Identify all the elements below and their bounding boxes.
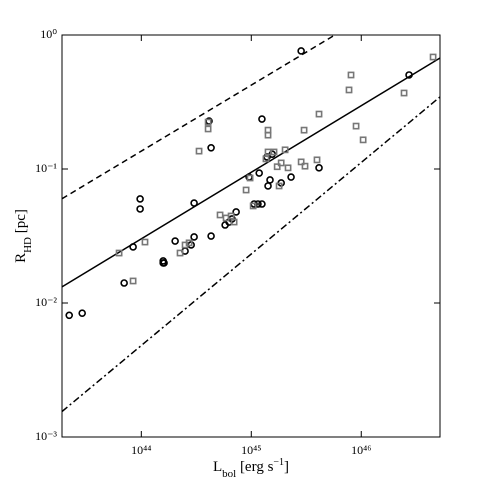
circle-point	[207, 232, 215, 240]
plot-frame	[61, 34, 441, 438]
square-point	[313, 156, 321, 164]
square-point	[176, 249, 184, 257]
y-axis-label: RHD [pc]	[13, 209, 33, 263]
circle-point	[65, 311, 74, 320]
circle-point	[405, 71, 413, 79]
x-tick-label: 10⁴⁶	[351, 443, 371, 457]
square-point	[347, 71, 355, 79]
circle-point	[264, 182, 272, 190]
circle-point	[232, 208, 240, 216]
axis-label-part: R	[13, 253, 29, 263]
circle-point	[315, 164, 323, 172]
reference-line	[62, 57, 440, 288]
square-point	[115, 249, 123, 257]
circle-point	[136, 195, 144, 203]
axis-label-part: ]	[284, 459, 289, 475]
square-point	[227, 212, 235, 220]
square-point	[429, 53, 437, 61]
square-point	[249, 202, 257, 210]
circle-point	[258, 200, 266, 208]
axis-label-part: −1	[273, 457, 284, 468]
square-point	[297, 158, 305, 166]
y-tick-label: 10⁻²	[35, 295, 57, 309]
square-point	[301, 162, 309, 170]
reference-line	[62, 35, 336, 200]
reference-line	[62, 96, 440, 413]
circle-point	[258, 115, 266, 123]
square-point	[300, 126, 308, 134]
square-point	[345, 86, 353, 94]
circle-point	[78, 309, 86, 317]
square-point	[185, 239, 193, 247]
y-tick-label: 10⁻¹	[35, 161, 57, 175]
square-point	[242, 186, 250, 194]
square-point	[359, 136, 367, 144]
circle-point	[190, 233, 198, 241]
square-point	[230, 218, 238, 226]
square-point	[281, 146, 289, 154]
axis-label-part: HD	[22, 237, 34, 253]
square-point	[195, 147, 203, 155]
x-axis-label: Lbol [erg s−1]	[213, 457, 289, 480]
square-point	[264, 126, 272, 134]
square-point	[141, 238, 149, 246]
square-point	[216, 211, 224, 219]
axis-label-part: [pc]	[13, 209, 29, 237]
circle-point	[120, 279, 128, 287]
square-point	[284, 164, 292, 172]
circle-point	[287, 173, 295, 181]
x-tick-label: 10⁴⁵	[241, 443, 261, 457]
square-point	[270, 148, 278, 156]
square-point	[277, 159, 285, 167]
axis-label-part: bol	[222, 468, 236, 480]
circle-point	[190, 199, 198, 207]
y-tick-label: 10⁰	[40, 27, 57, 41]
square-point	[352, 122, 360, 130]
square-point	[262, 155, 270, 163]
square-point	[204, 125, 212, 133]
circle-point	[266, 176, 274, 184]
circle-point	[129, 243, 137, 251]
axis-label-part: [erg s	[236, 459, 273, 475]
square-point	[204, 118, 212, 126]
square-point	[264, 148, 272, 156]
circle-point	[297, 47, 305, 55]
square-point	[400, 89, 408, 97]
square-point	[315, 110, 323, 118]
circle-point	[255, 169, 263, 177]
square-point	[273, 163, 281, 171]
axis-label-part: L	[213, 459, 222, 475]
y-tick-label: 10⁻³	[35, 429, 57, 443]
x-tick-label: 10⁴⁴	[131, 443, 151, 457]
circle-point	[160, 259, 168, 267]
circle-point	[171, 237, 179, 245]
square-point	[275, 182, 283, 190]
square-point	[246, 174, 254, 182]
circle-point	[136, 205, 144, 213]
square-point	[129, 277, 137, 285]
circle-point	[207, 143, 215, 152]
